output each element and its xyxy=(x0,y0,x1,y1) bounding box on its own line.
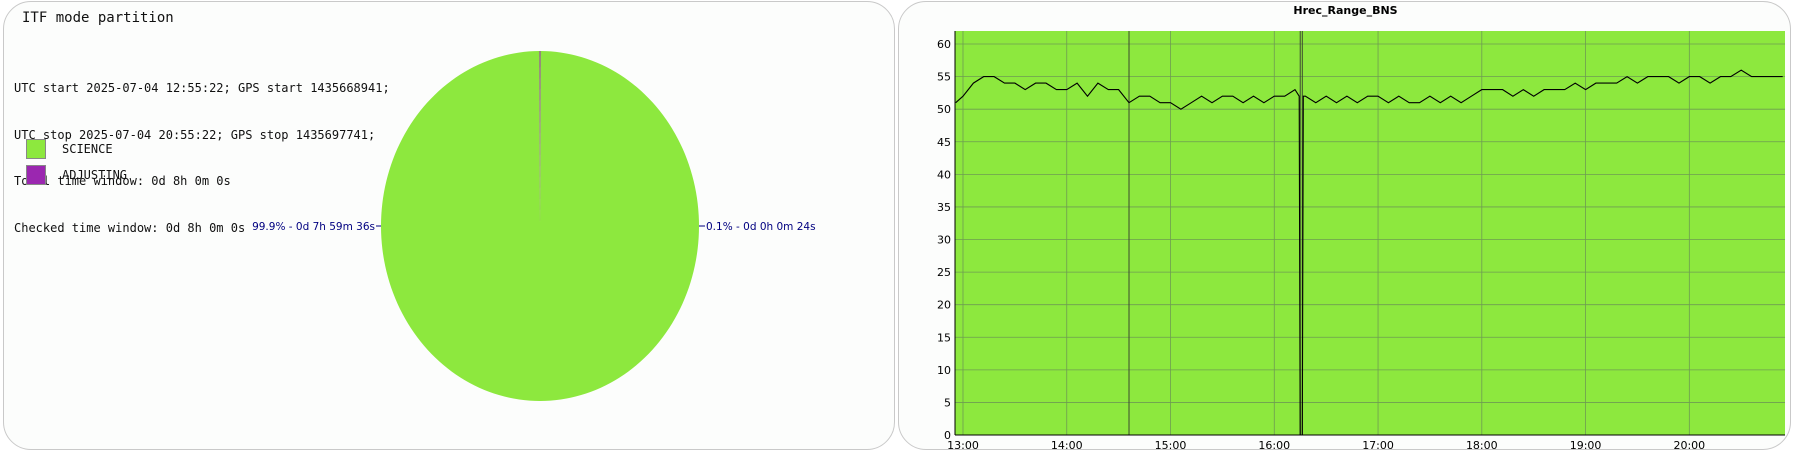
info-utc-stop: UTC stop 2025-07-04 20:55:22; GPS stop 1… xyxy=(14,127,376,142)
legend-label-science: SCIENCE xyxy=(62,142,113,156)
pie-label-science: 99.9% - 0d 7h 59m 36s xyxy=(252,221,375,233)
y-tick-label: 30 xyxy=(937,234,951,247)
x-tick-label: 14:00 xyxy=(1051,439,1083,450)
x-tick-label: 18:00 xyxy=(1466,439,1498,450)
time-info: UTC start 2025-07-04 12:55:22; GPS start… xyxy=(14,50,390,267)
y-tick-label: 15 xyxy=(937,331,951,344)
info-utc-start: UTC start 2025-07-04 12:55:22; GPS start… xyxy=(14,81,390,95)
line-chart: 0 5 10 15 20 25 30 35 40 45 50 55 60 13:00 14:00 15:00 1… xyxy=(937,31,1785,450)
range-chart-panel: Hrec_Range_BNS 0 5 10 15 20 25 30 35 40 45 50 55 60 1… xyxy=(898,1,1791,450)
y-tick-label: 0 xyxy=(944,429,951,442)
x-tick-label: 13:00 xyxy=(947,439,979,450)
pie-slice-science xyxy=(380,51,699,402)
x-tick-label: 16:00 xyxy=(1258,439,1290,450)
legend-swatch-science xyxy=(26,139,46,159)
y-tick-label: 20 xyxy=(937,299,951,312)
x-tick-label: 19:00 xyxy=(1570,439,1602,450)
info-checked-window: Checked time window: 0d 8h 0m 0s xyxy=(14,220,246,235)
y-tick-label: 25 xyxy=(937,266,951,279)
y-tick-label: 40 xyxy=(937,168,951,181)
pie-label-adjusting: 0.1% - 0d 0h 0m 24s xyxy=(706,221,816,233)
y-tick-label: 60 xyxy=(937,38,951,51)
y-tick-label: 5 xyxy=(944,396,951,409)
chart-title: Hrec_Range_BNS xyxy=(1293,4,1398,17)
y-tick-label: 35 xyxy=(937,201,951,214)
x-tick-label: 17:00 xyxy=(1362,439,1394,450)
y-tick-label: 55 xyxy=(937,71,951,84)
panel-title: ITF mode partition xyxy=(22,10,174,26)
pie-chart: 99.9% - 0d 7h 59m 36s 0.1% - 0d 0h 0m 24s xyxy=(252,51,816,402)
y-tick-label: 50 xyxy=(937,103,951,116)
plot-area xyxy=(955,31,1785,435)
mode-partition-panel: ITF mode partition UTC start 2025-07-04 … xyxy=(3,1,895,450)
pie-slice-adjusting xyxy=(539,51,541,226)
legend-swatch-adjusting xyxy=(26,165,46,185)
legend-item-adjusting: ADJUSTING xyxy=(26,165,127,185)
series-line xyxy=(955,69,1783,436)
x-tick-label: 20:00 xyxy=(1673,439,1705,450)
y-tick-label: 10 xyxy=(937,364,951,377)
y-tick-label: 45 xyxy=(937,136,951,149)
x-tick-label: 15:00 xyxy=(1155,439,1187,450)
legend-label-adjusting: ADJUSTING xyxy=(62,168,128,182)
legend-item-science: SCIENCE xyxy=(26,139,113,159)
